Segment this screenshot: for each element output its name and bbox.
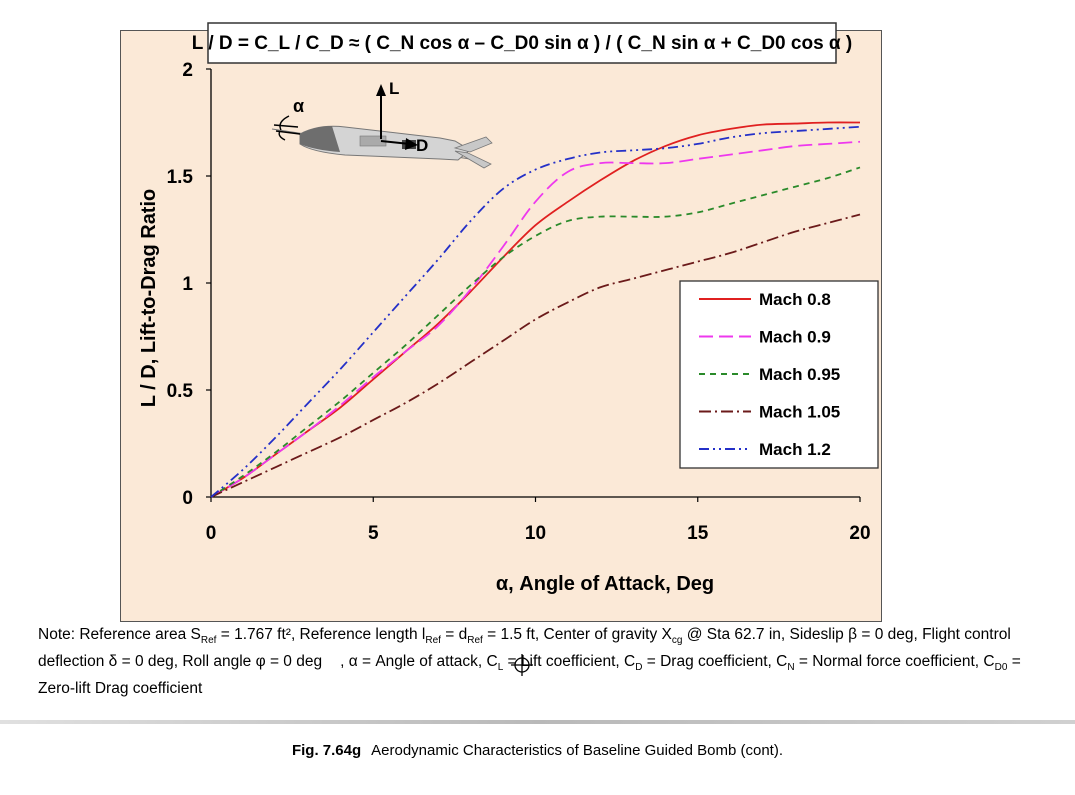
y-tick-label: 0	[182, 488, 193, 509]
legend-label: Mach 1.05	[759, 403, 840, 422]
figure-caption-text: Aerodynamic Characteristics of Baseline …	[371, 742, 784, 759]
lift-arrow	[376, 84, 386, 139]
x-tick-label: 10	[525, 523, 546, 544]
drag-arrow	[380, 138, 418, 150]
x-tick-label: 15	[687, 523, 709, 544]
series-line	[210, 125, 861, 498]
legend-label: Mach 0.8	[759, 290, 831, 309]
x-tick-label: 5	[368, 523, 379, 544]
series-line	[210, 166, 861, 498]
x-tick-label: 20	[849, 523, 870, 544]
lift-label: L	[389, 79, 399, 98]
series-line	[210, 213, 861, 498]
legend-label: Mach 0.9	[759, 328, 831, 347]
legend-label: Mach 1.2	[759, 440, 831, 459]
drag-label: D	[416, 136, 428, 155]
formula-title: L / D = C_L / C_D ≈ ( C_N cos α – C_D0 s…	[192, 33, 852, 54]
y-tick-label: 1.5	[167, 167, 194, 188]
alpha-arrows	[273, 115, 301, 141]
y-tick-label: 0.5	[167, 381, 194, 402]
bomb-illustration	[271, 125, 493, 169]
alpha-label: α	[293, 96, 304, 116]
y-axis-label: L / D, Lift-to-Drag Ratio	[138, 189, 160, 408]
y-tick-label: 1	[182, 274, 193, 295]
divider	[0, 720, 1075, 724]
formula-box	[207, 22, 837, 64]
y-tick-label: 2	[182, 60, 193, 81]
legend-label: Mach 0.95	[759, 365, 840, 384]
series-line	[210, 140, 861, 498]
x-tick-label: 0	[206, 523, 217, 544]
target-icon	[511, 654, 533, 676]
figure-caption: Fig. 7.64g Aerodynamic Characteristics of…	[0, 742, 1075, 759]
figure-number: Fig. 7.64g	[291, 742, 362, 759]
x-axis-label: α, Angle of Attack, Deg	[496, 573, 714, 595]
note-text: Note: Reference area SRef = 1.767 ft², R…	[38, 626, 1021, 698]
